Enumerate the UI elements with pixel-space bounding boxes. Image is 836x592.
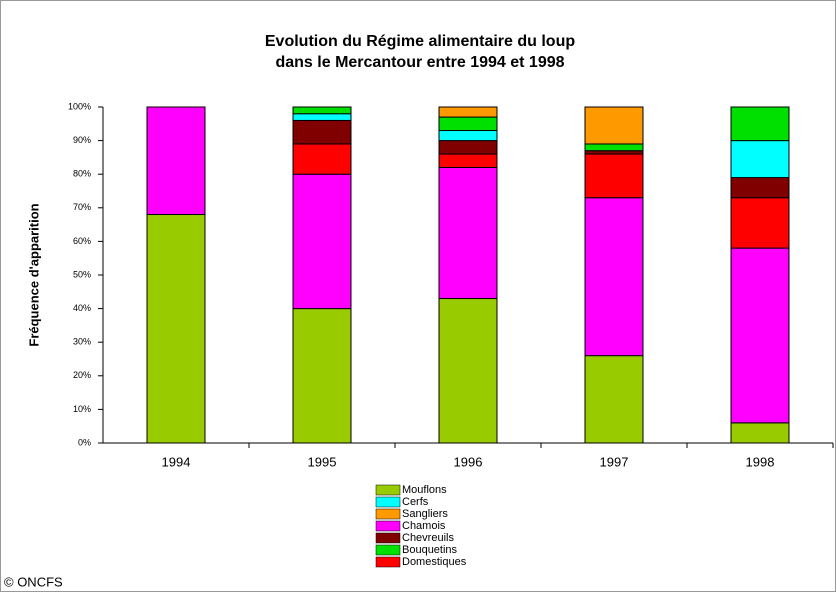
- bar-segment: [146, 106, 206, 216]
- y-tick-label: 100%: [68, 101, 91, 111]
- bar-segment: [730, 106, 790, 142]
- bar-segment: [584, 106, 644, 145]
- legend-swatch: [375, 532, 401, 544]
- legend-swatch: [375, 556, 401, 568]
- source: © ONCFS: [4, 574, 63, 589]
- bar-segment: [730, 247, 790, 424]
- bar-segment: [438, 140, 498, 155]
- bar-segment: [438, 116, 498, 132]
- x-tick-label: 1997: [600, 454, 629, 469]
- y-tick-label: 90%: [73, 135, 91, 145]
- bar-segment: [438, 298, 498, 444]
- bar-segment: [292, 119, 352, 145]
- legend-label: Sangliers: [402, 508, 448, 520]
- y-tick-label: 10%: [73, 404, 91, 414]
- y-tick-label: 0%: [78, 437, 91, 447]
- legend-swatch: [375, 484, 401, 496]
- y-tick-label: 20%: [73, 370, 91, 380]
- legend-label: Chamois: [402, 520, 446, 532]
- bar-segment: [730, 197, 790, 249]
- x-tick-label: 1996: [454, 454, 483, 469]
- bar-segment: [292, 173, 352, 310]
- bar-segment: [730, 177, 790, 199]
- y-tick-label: 60%: [73, 236, 91, 246]
- legend-label: Domestiques: [402, 556, 467, 568]
- legend-label: Mouflons: [402, 484, 447, 496]
- y-tick-label: 50%: [73, 269, 91, 279]
- legend-label: Cerfs: [402, 496, 429, 508]
- legend-swatch: [375, 496, 401, 508]
- bar-segment: [292, 308, 352, 444]
- y-tick-label: 70%: [73, 202, 91, 212]
- bar-segment: [584, 143, 644, 152]
- legend-label: Chevreuils: [402, 532, 454, 544]
- bar-segment: [584, 197, 644, 357]
- bar-segment: [146, 214, 206, 444]
- bar-segment: [730, 140, 790, 179]
- x-tick-label: 1995: [308, 454, 337, 469]
- bar-segment: [584, 355, 644, 444]
- x-tick-label: 1998: [746, 454, 775, 469]
- bar-segment: [438, 130, 498, 142]
- y-tick-label: 80%: [73, 169, 91, 179]
- bar-segment: [438, 166, 498, 300]
- bar-segment: [438, 106, 498, 118]
- y-axis-label: Fréquence d'apparition: [26, 203, 41, 346]
- bar-segment: [292, 113, 352, 121]
- y-tick-label: 40%: [73, 303, 91, 313]
- bar-segment: [292, 106, 352, 115]
- legend-swatch: [375, 544, 401, 556]
- legend-swatch: [375, 520, 401, 532]
- chart-title: dans le Mercantour entre 1994 et 1998: [275, 54, 564, 71]
- bar-segment: [730, 422, 790, 444]
- bar-segment: [584, 150, 644, 155]
- bar-segment: [438, 153, 498, 168]
- bar-segment: [584, 153, 644, 199]
- legend-swatch: [375, 508, 401, 520]
- x-tick-label: 1994: [162, 454, 191, 469]
- legend-label: Bouquetins: [402, 544, 458, 556]
- y-tick-label: 30%: [73, 337, 91, 347]
- bar-segment: [292, 143, 352, 175]
- chart-title: Evolution du Régime alimentaire du loup: [265, 33, 575, 50]
